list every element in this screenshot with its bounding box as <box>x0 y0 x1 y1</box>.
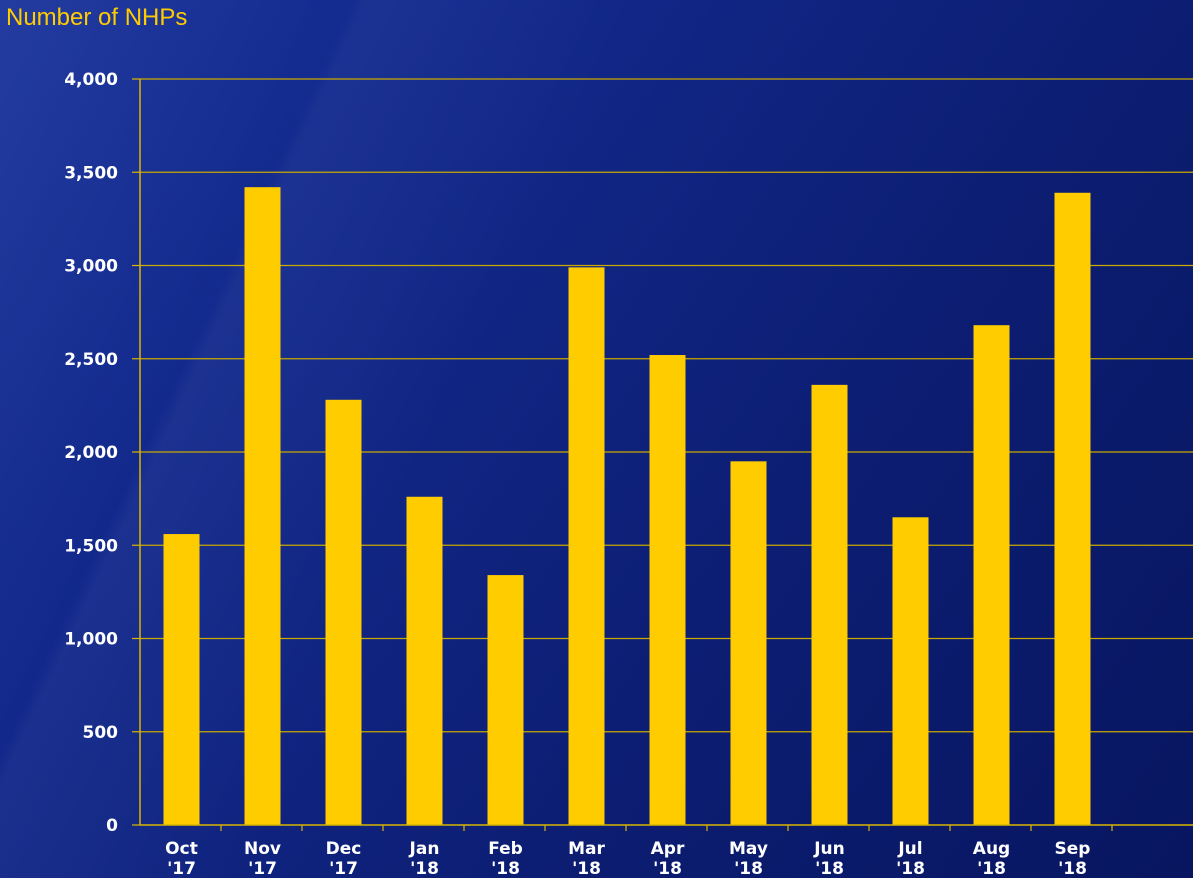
bar-jan <box>406 496 443 825</box>
x-tick-month: Dec <box>326 839 362 859</box>
x-tick-year: '18 <box>815 859 844 878</box>
bar-nov <box>244 187 281 826</box>
x-tick-label: May '18 <box>729 839 768 878</box>
x-tick-month: Oct <box>165 839 198 859</box>
x-tick-label: Mar '18 <box>568 839 605 878</box>
x-tick-year: '18 <box>896 859 925 878</box>
x-tick-year: '18 <box>653 859 682 878</box>
x-tick-label: Jul '18 <box>896 839 925 878</box>
y-tick-label: 1,000 <box>64 630 118 650</box>
y-axis-title: Number of NHPs <box>6 4 188 31</box>
x-tick-year: '17 <box>167 859 196 878</box>
bar-jun <box>811 384 848 825</box>
x-tick-year: '18 <box>491 859 520 878</box>
bar-aug <box>973 325 1010 825</box>
x-tick-label: Sep '18 <box>1055 839 1091 878</box>
x-tick-month: Jan <box>409 839 440 859</box>
x-tick-year: '18 <box>977 859 1006 878</box>
x-tick-label: Jun '18 <box>813 839 845 878</box>
bars <box>163 187 1091 826</box>
bar-apr <box>649 355 686 825</box>
x-tick-label: Jan '18 <box>409 839 440 878</box>
x-tick-label: Nov '17 <box>244 839 281 878</box>
y-tick-label: 0 <box>106 816 118 836</box>
x-tick-month: Nov <box>244 839 281 859</box>
y-tick-label: 2,000 <box>64 443 118 463</box>
x-tick-month: Mar <box>568 839 605 859</box>
bar-dec <box>325 399 362 825</box>
y-tick-label: 3,000 <box>64 257 118 277</box>
bar-oct <box>163 534 200 825</box>
y-tick-labels: 0 500 1,000 1,500 2,000 2,500 3,000 3,500 4,000 <box>64 70 118 836</box>
x-tick-year: '18 <box>572 859 601 878</box>
bar-sep <box>1054 192 1091 825</box>
bar-mar <box>568 267 605 825</box>
y-tick-label: 2,500 <box>64 350 118 370</box>
x-tick-month: Jul <box>897 839 922 859</box>
x-tick-label: Aug '18 <box>973 839 1010 878</box>
x-tick-month: Sep <box>1055 839 1091 859</box>
x-tick-label: Oct '17 <box>165 839 198 878</box>
x-tick-year: '18 <box>410 859 439 878</box>
bar-may <box>730 461 767 825</box>
y-tick-label: 4,000 <box>64 70 118 90</box>
x-tick-month: Aug <box>973 839 1010 859</box>
x-tick-year: '18 <box>1058 859 1087 878</box>
axes <box>132 78 1193 831</box>
x-tick-month: Apr <box>651 839 685 859</box>
y-tick-label: 500 <box>83 723 119 743</box>
y-tick-label: 3,500 <box>64 163 118 183</box>
x-tick-month: Jun <box>813 839 845 859</box>
y-tick-label: 1,500 <box>64 536 118 556</box>
x-tick-month: May <box>729 839 768 859</box>
x-tick-label: Feb '18 <box>488 839 523 878</box>
bar-feb <box>487 575 524 825</box>
bar-jul <box>892 517 929 825</box>
x-tick-month: Feb <box>488 839 523 859</box>
x-tick-year: '18 <box>734 859 763 878</box>
x-tick-year: '17 <box>329 859 358 878</box>
x-tick-year: '17 <box>248 859 277 878</box>
x-tick-label: Apr '18 <box>651 839 685 878</box>
x-tick-label: Dec '17 <box>326 839 362 878</box>
